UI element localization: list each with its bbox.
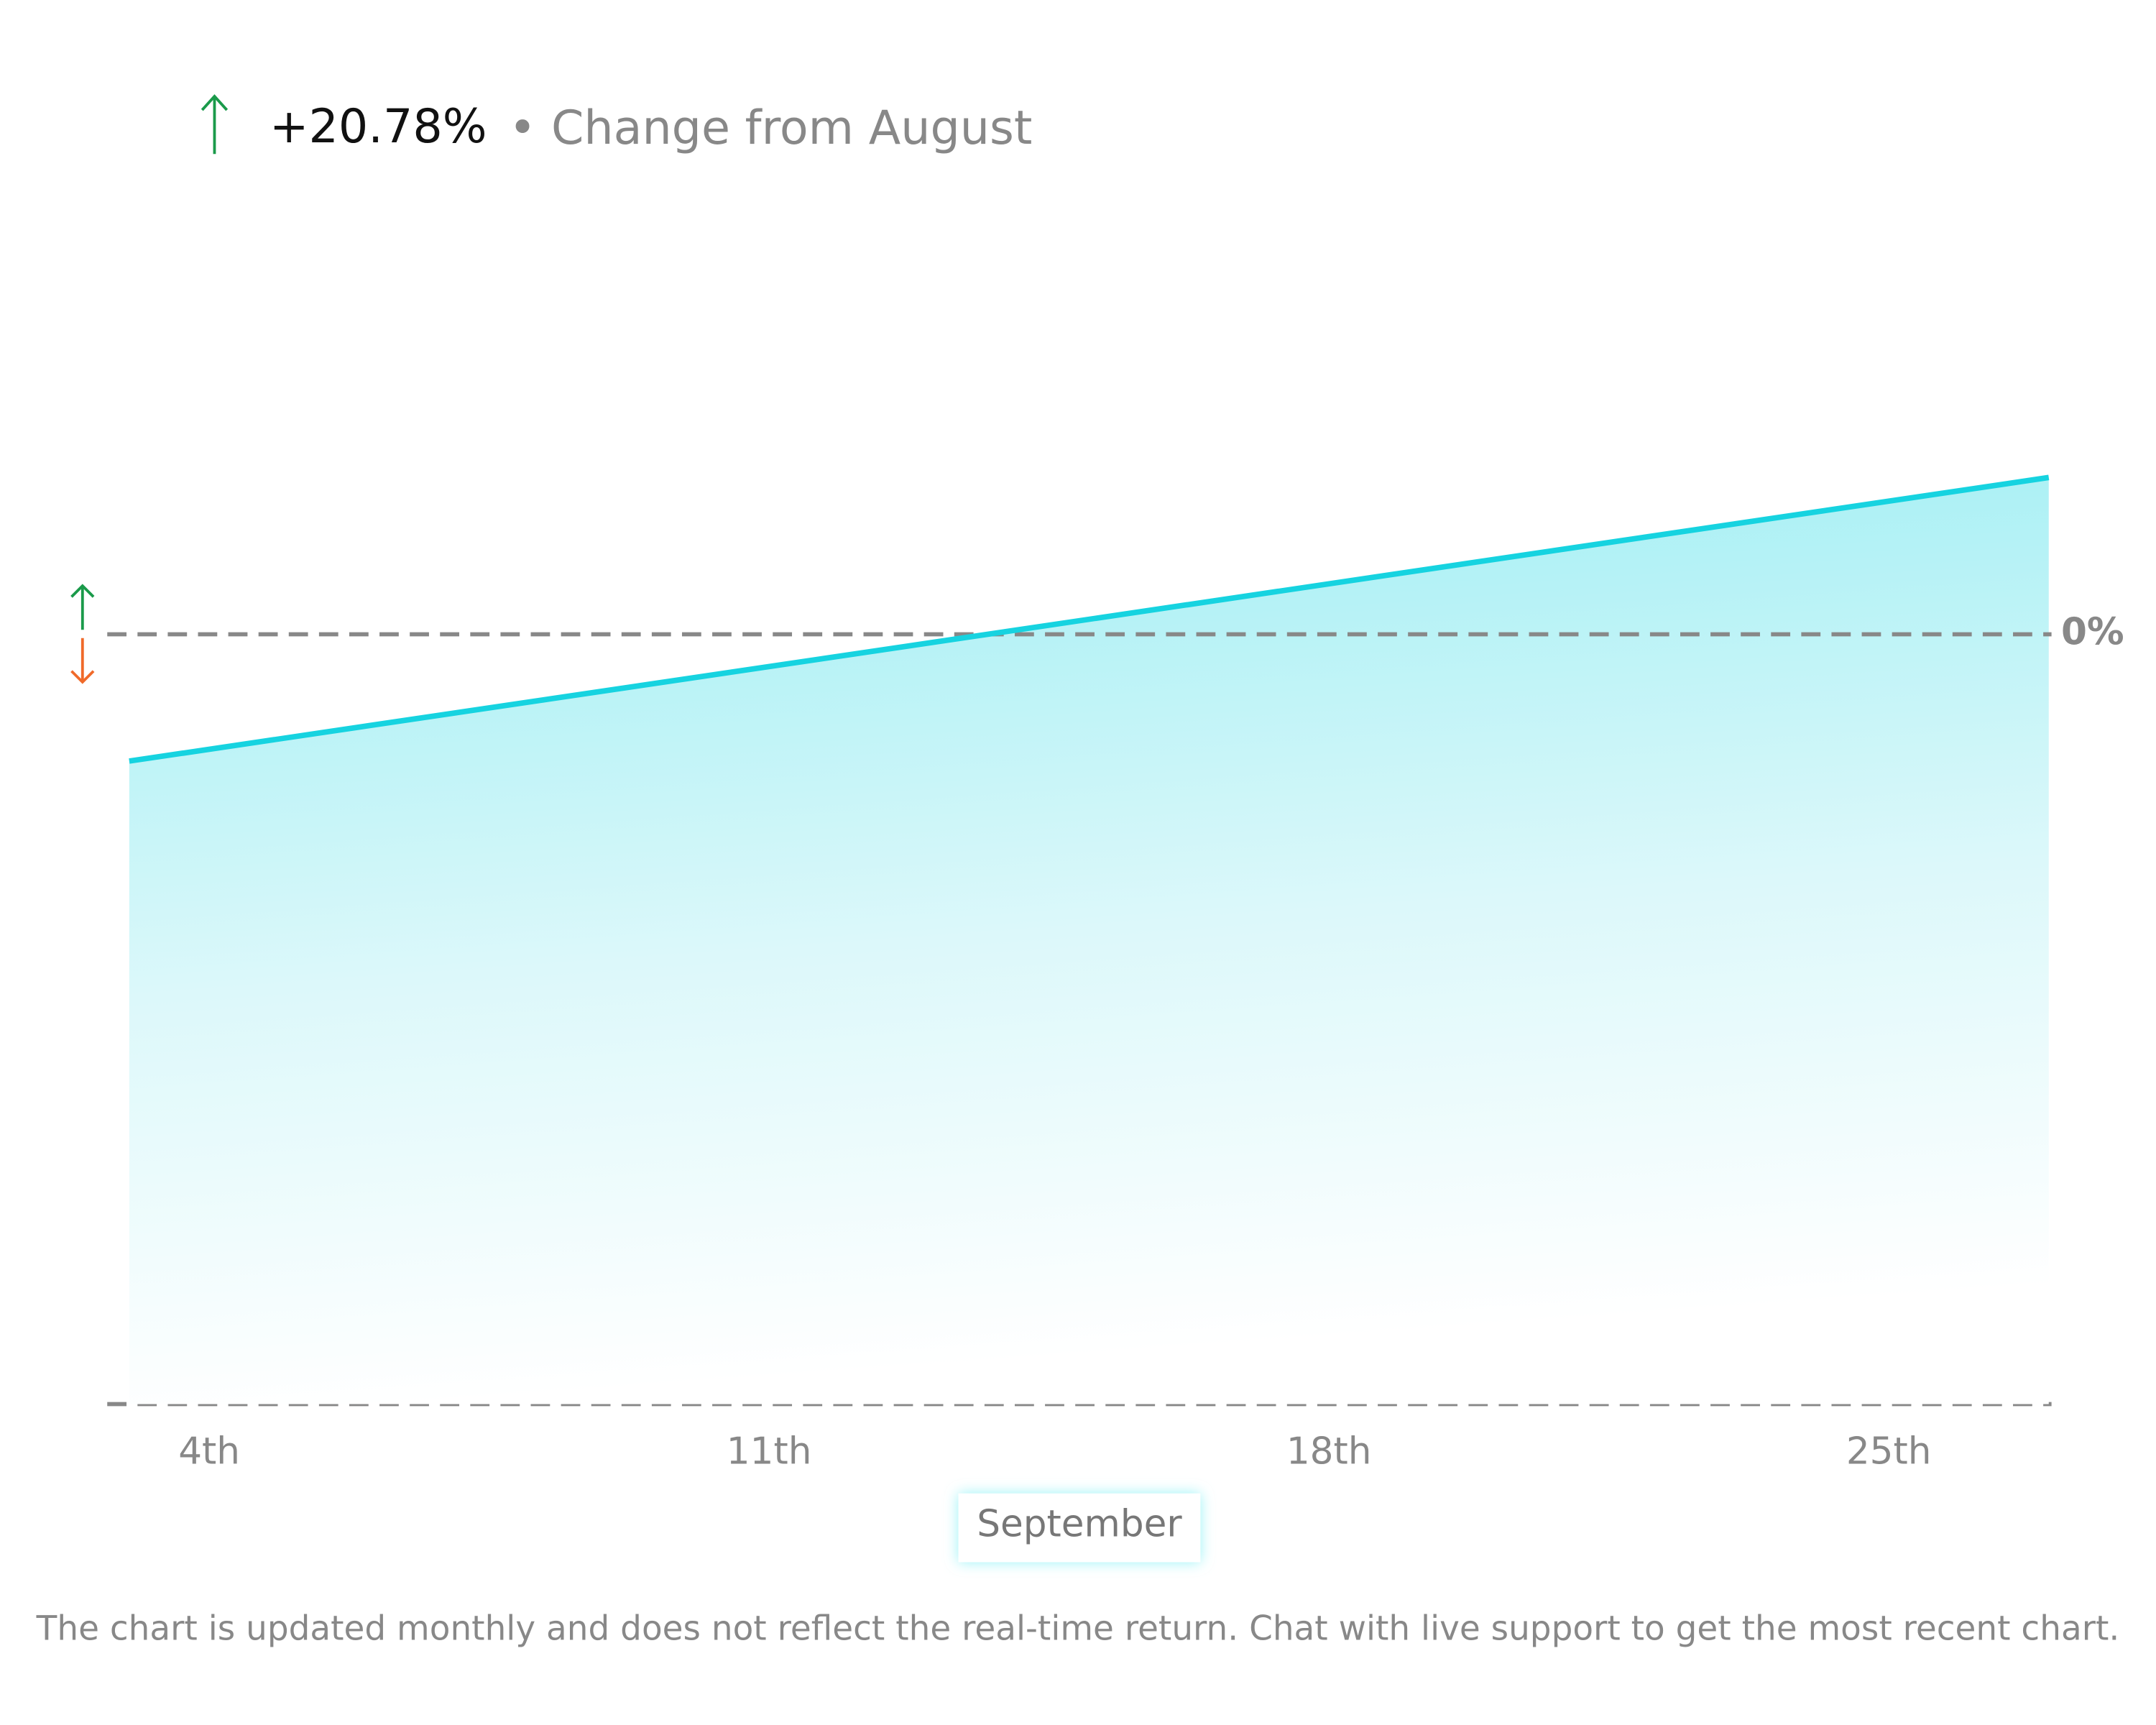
x-tick-label: 4th [178, 1430, 240, 1473]
header-arrow [201, 94, 229, 155]
x-tick-label: 18th [1286, 1430, 1372, 1473]
x-tick-label: 11th [727, 1430, 812, 1473]
area [129, 477, 2049, 1404]
x-axis-label: September [977, 1503, 1182, 1546]
x-tick-label: 25th [1846, 1430, 1932, 1473]
legend-arrows [70, 584, 95, 684]
y-tick-label: 0% [2061, 611, 2124, 654]
footnote: The chart is updated monthly and does no… [36, 1609, 2120, 1649]
line [129, 474, 2050, 764]
change-value: +20.78% [270, 100, 487, 154]
change-label: • Change from August [509, 101, 1032, 155]
plot: 0% 4th 11th 18th 25th [107, 474, 2124, 1473]
month-badge [958, 1493, 1201, 1563]
